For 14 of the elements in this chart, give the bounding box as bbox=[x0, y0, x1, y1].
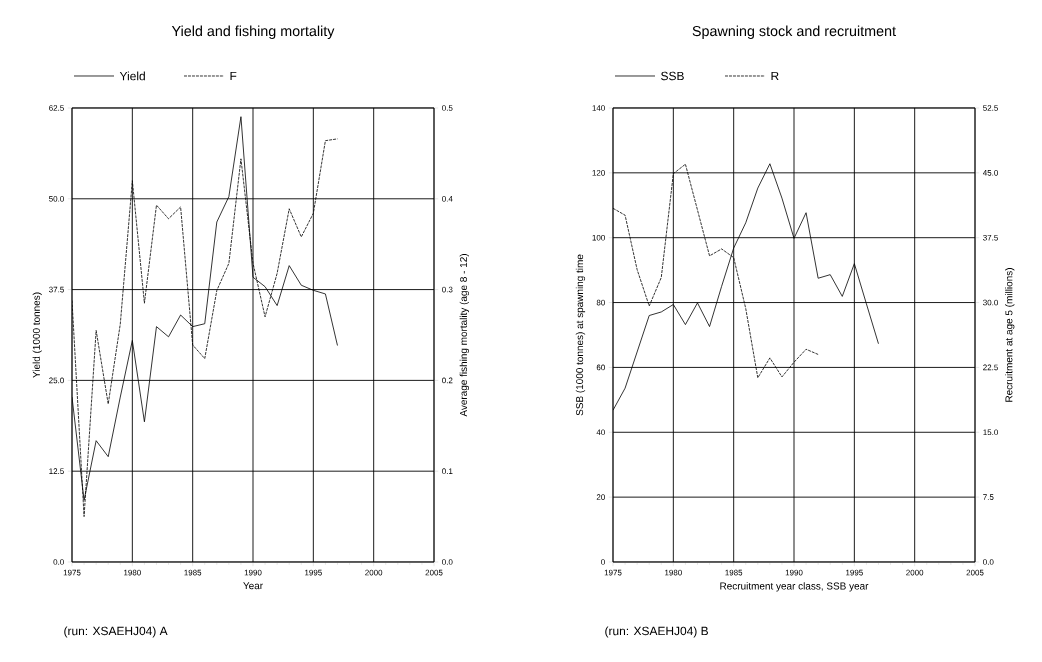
chart-title: Spawning stock and recruitment bbox=[692, 25, 896, 39]
legend-label: Yield bbox=[119, 71, 145, 81]
y2-axis-title: Average fishing mortality (age 8 - 12) bbox=[459, 254, 469, 417]
y2-axis-title: Recruitment at age 5 (millions) bbox=[1005, 268, 1015, 402]
chart-title: Yield and fishing mortality bbox=[171, 25, 335, 39]
legend-label: SSB bbox=[661, 71, 684, 81]
x-axis-title: Year bbox=[243, 582, 263, 590]
x-axis-title: Recruitment year class, SSB year bbox=[720, 582, 869, 592]
text: (run: XSAEHJ04) A bbox=[64, 626, 168, 638]
legend-label: F bbox=[230, 71, 237, 81]
y-axis-title: SSB (1000 tonnes) at spawning time bbox=[575, 254, 586, 416]
text: (run: XSAEHJ04) B bbox=[605, 626, 708, 638]
y-axis-title: Yield (1000 tonnes) bbox=[32, 292, 42, 378]
legend-label: R bbox=[771, 71, 779, 81]
